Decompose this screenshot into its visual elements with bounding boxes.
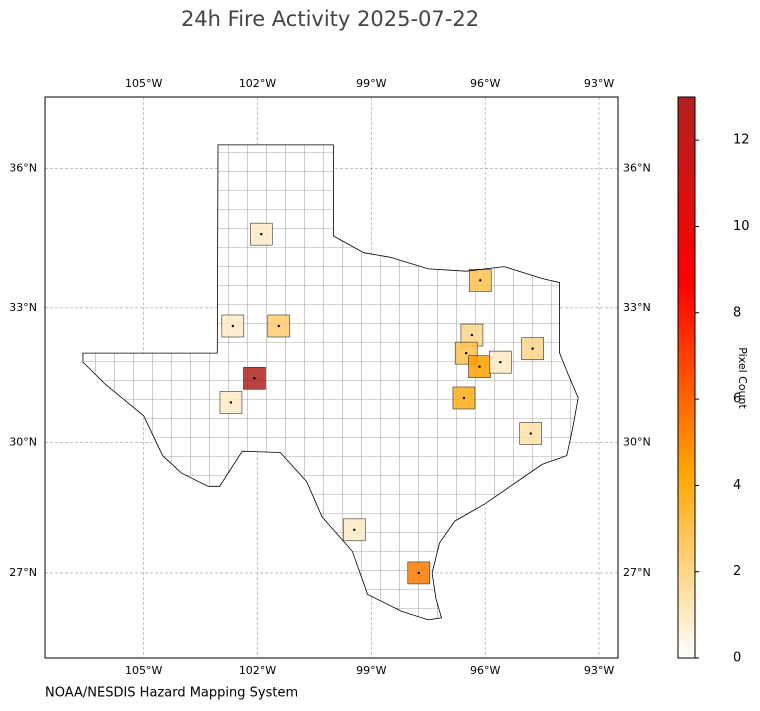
fire-detection	[231, 324, 235, 328]
source-note: NOAA/NESDIS Hazard Mapping System	[45, 686, 298, 701]
y-tick-label: 33°N	[9, 301, 37, 314]
fire-detection	[417, 571, 420, 575]
state-outline	[82, 144, 579, 621]
x-tick-label: 93°W	[584, 664, 614, 677]
colorbar-label: Pixel Count	[736, 347, 749, 409]
colorbar-tick-label: 6	[733, 392, 741, 407]
title: 24h Fire Activity 2025-07-22	[181, 7, 479, 31]
fire-detection	[353, 528, 356, 532]
colorbar-tick-label: 4	[733, 478, 741, 493]
fire-detection	[478, 365, 481, 368]
colorbar-tick-label: 2	[733, 564, 741, 579]
y-tick-label: 36°N	[623, 162, 651, 175]
fire-detection	[253, 377, 256, 380]
x-tick-label: 96°W	[470, 664, 500, 677]
x-tick-label: 102°W	[239, 664, 276, 677]
colorbar-tick-label: 8	[733, 305, 741, 320]
fire-detection	[470, 333, 474, 337]
x-tick-label: 105°W	[125, 664, 162, 677]
y-tick-label: 27°N	[9, 566, 37, 579]
fire-detection	[462, 396, 466, 400]
colorbar-tick-label: 12	[733, 133, 750, 148]
y-tick-label: 30°N	[9, 435, 37, 448]
x-tick-label: 99°W	[356, 77, 386, 90]
fire-detection	[229, 401, 233, 404]
y-tick-label: 36°N	[9, 162, 37, 175]
colorbar-tick-label: 0	[733, 651, 741, 666]
fire-detection	[277, 324, 280, 328]
x-tick-label: 96°W	[470, 77, 500, 90]
x-tick-label: 105°W	[125, 77, 162, 90]
x-tick-label: 93°W	[584, 77, 614, 90]
x-tick-label: 99°W	[356, 664, 386, 677]
fire-detection	[499, 360, 502, 364]
x-tick-label: 102°W	[239, 77, 276, 90]
colorbar-tick-label: 10	[733, 219, 750, 234]
fire-detection	[529, 432, 532, 435]
map-frame	[44, 96, 619, 659]
fire-detection	[465, 351, 468, 355]
fire-detection	[260, 232, 263, 236]
colorbar	[677, 96, 696, 659]
county-lines	[82, 144, 579, 620]
y-tick-label: 33°N	[623, 301, 651, 314]
y-tick-label: 27°N	[623, 566, 651, 579]
fire-detection	[531, 347, 534, 350]
y-tick-label: 30°N	[623, 435, 651, 448]
fire-detection	[479, 279, 482, 282]
